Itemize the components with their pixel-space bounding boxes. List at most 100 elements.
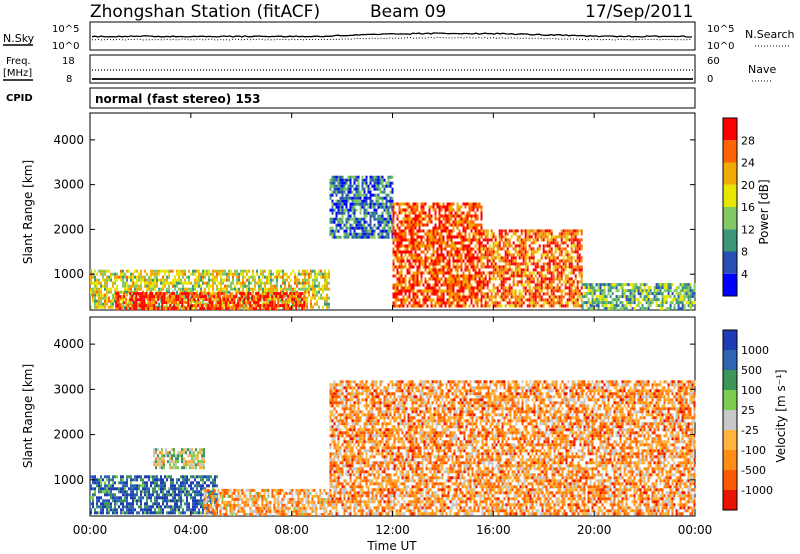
data-cell	[416, 202, 419, 206]
data-cell	[508, 277, 511, 281]
data-cell	[331, 205, 334, 209]
data-cell	[508, 304, 511, 308]
data-cell	[480, 295, 483, 299]
data-cell	[430, 253, 433, 257]
data-cell	[643, 286, 646, 290]
data-cell	[174, 487, 176, 491]
data-cell	[621, 286, 624, 290]
data-cell	[94, 284, 96, 288]
data-cell	[516, 298, 519, 302]
data-cell	[438, 211, 441, 215]
data-cell	[530, 250, 533, 254]
data-cell	[272, 287, 274, 291]
data-cell	[193, 292, 196, 296]
data-cell	[168, 493, 170, 497]
data-cell	[502, 244, 505, 248]
data-cell	[542, 274, 545, 278]
data-cell	[92, 499, 94, 503]
data-cell	[500, 238, 503, 242]
data-cell	[436, 253, 439, 257]
data-cell	[647, 301, 650, 305]
data-cell	[530, 247, 533, 251]
data-cell	[371, 184, 374, 188]
data-cell	[190, 272, 192, 276]
data-cell	[530, 229, 533, 233]
data-cell	[460, 280, 463, 284]
data-cell	[242, 281, 244, 285]
data-cell	[530, 304, 533, 308]
data-cell	[438, 208, 441, 212]
data-cell	[100, 508, 102, 512]
data-cell	[98, 481, 100, 485]
data-cell	[478, 223, 481, 227]
data-cell	[100, 293, 102, 297]
data-cell	[681, 307, 684, 311]
data-cell	[621, 289, 624, 293]
data-cell	[270, 293, 272, 297]
data-cell	[192, 299, 194, 303]
data-cell	[663, 298, 666, 302]
data-cell	[385, 217, 388, 221]
data-cell	[412, 244, 415, 248]
data-cell	[184, 293, 186, 297]
data-cell	[155, 292, 158, 296]
data-cell	[375, 187, 378, 191]
data-cell	[474, 256, 477, 260]
data-cell	[132, 478, 134, 482]
data-cell	[667, 292, 670, 296]
data-cell	[104, 269, 106, 273]
data-cell	[188, 269, 190, 273]
data-cell	[448, 205, 451, 209]
data-cell	[128, 287, 130, 291]
data-cell	[263, 301, 266, 305]
data-cell	[603, 295, 606, 299]
data-cell	[534, 268, 537, 272]
data-cell	[106, 296, 108, 300]
data-cell	[522, 289, 525, 293]
data-cell	[339, 181, 342, 185]
data-cell	[219, 292, 222, 296]
data-cell	[110, 478, 112, 482]
data-cell	[464, 277, 467, 281]
data-cell	[412, 283, 415, 287]
data-cell	[414, 304, 417, 308]
data-cell	[345, 220, 348, 224]
data-cell	[480, 229, 483, 233]
data-cell	[576, 262, 579, 266]
data-cell	[454, 280, 457, 284]
data-cell	[418, 226, 421, 230]
data-cell	[460, 298, 463, 302]
data-cell	[564, 265, 567, 269]
data-cell	[560, 304, 563, 308]
data-cell	[458, 265, 461, 269]
data-cell	[444, 241, 447, 245]
data-cell	[512, 247, 515, 251]
data-cell	[444, 226, 447, 230]
data-cell	[470, 265, 473, 269]
data-cell	[379, 202, 382, 206]
data-cell	[480, 283, 483, 287]
data-cell	[125, 307, 128, 311]
data-cell	[247, 295, 250, 299]
data-cell	[180, 278, 182, 282]
data-cell	[546, 229, 549, 233]
data-cell	[130, 278, 132, 282]
data-cell	[591, 286, 594, 290]
data-cell	[339, 202, 342, 206]
data-cell	[347, 217, 350, 221]
data-cell	[430, 256, 433, 260]
data-cell	[394, 253, 397, 257]
data-cell	[106, 511, 108, 515]
data-cell	[456, 283, 459, 287]
data-cell	[134, 499, 136, 503]
data-cell	[546, 253, 549, 257]
data-cell	[136, 478, 138, 482]
data-cell	[466, 280, 469, 284]
data-cell	[560, 289, 563, 293]
data-cell	[270, 272, 272, 276]
data-cell	[290, 296, 292, 300]
data-cell	[458, 280, 461, 284]
data-cell	[414, 241, 417, 245]
data-cell	[516, 262, 519, 266]
data-cell	[337, 223, 340, 227]
